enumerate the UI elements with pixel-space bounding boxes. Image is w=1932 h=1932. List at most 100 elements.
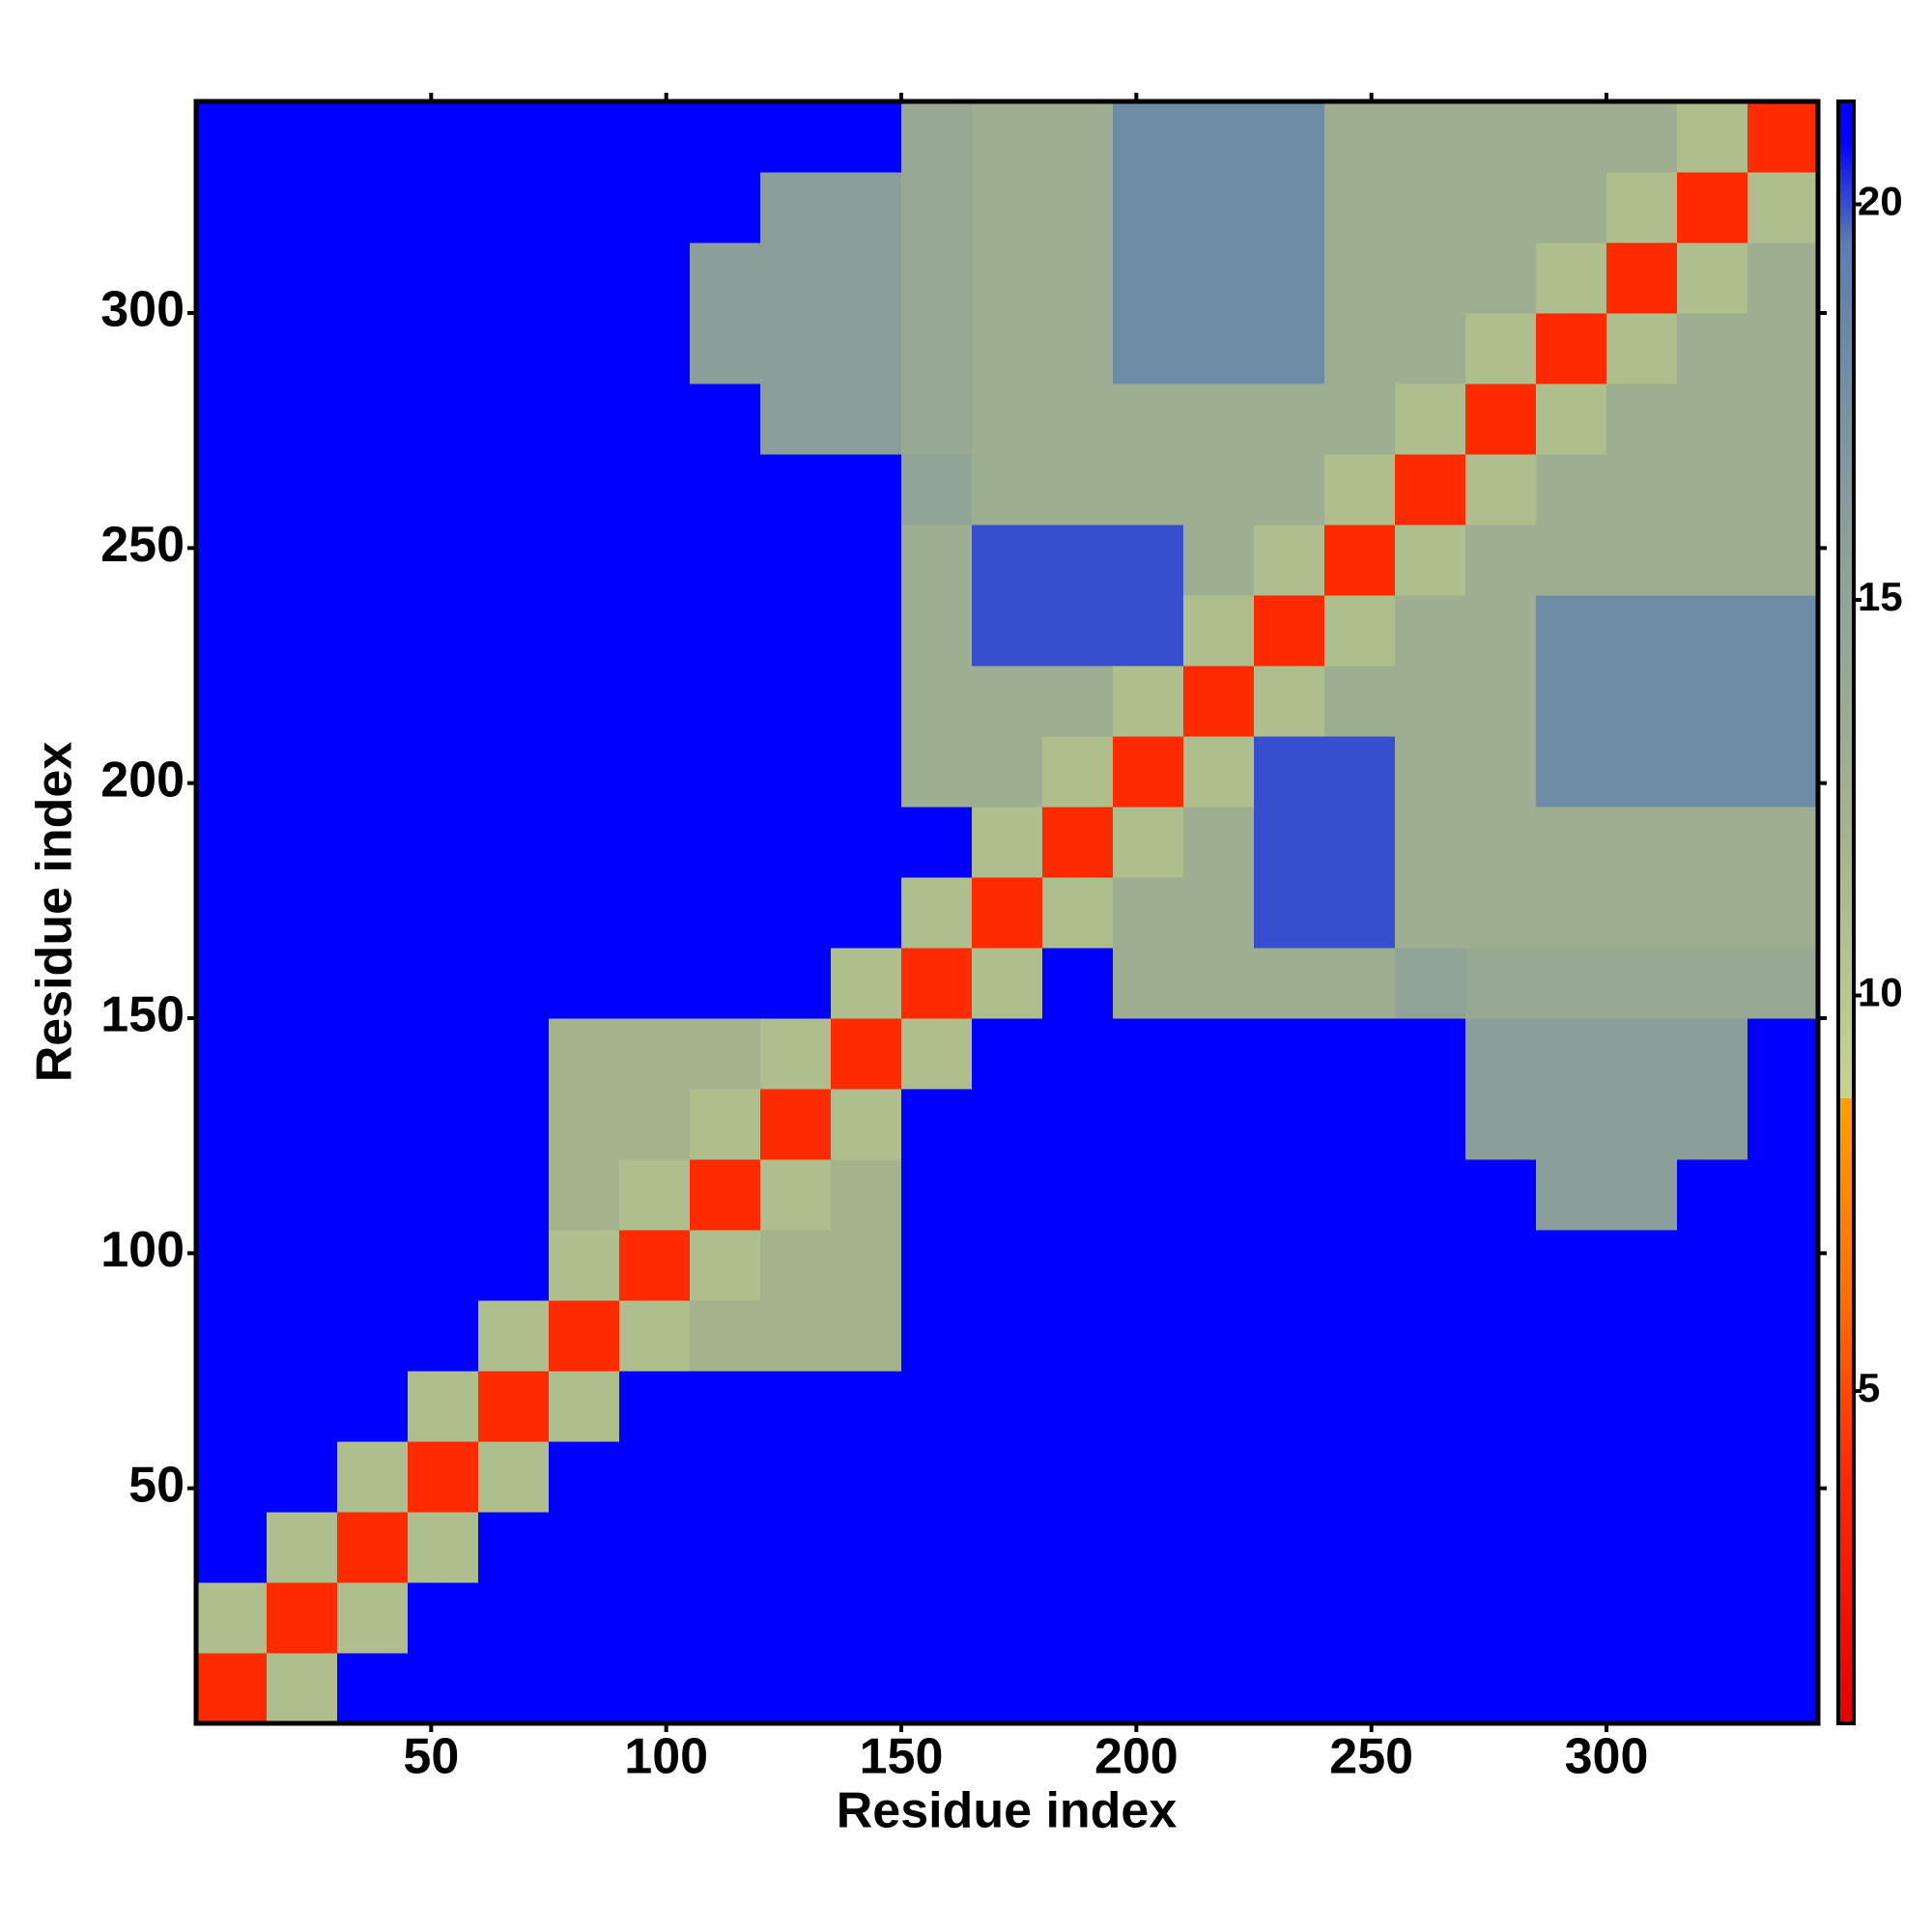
heatmap-cell [619,666,691,737]
heatmap-cell [478,525,550,596]
heatmap-cell [831,242,902,314]
heatmap-cell [1606,1512,1678,1583]
heatmap-cell [1042,948,1114,1019]
heatmap-cell [1606,101,1678,173]
x-tick-label: 200 [1094,1729,1179,1785]
heatmap-cell [619,736,691,808]
heatmap-cell [1113,1018,1184,1090]
heatmap-cell [337,595,409,667]
heatmap-cell [337,313,409,384]
heatmap-cell [1536,172,1607,243]
heatmap-cell [1465,595,1537,667]
heatmap-cell [690,807,761,878]
heatmap-cell [1042,1512,1114,1583]
heatmap-cell [1254,525,1325,596]
heatmap-cell [1395,948,1466,1019]
heatmap-cell [1677,525,1748,596]
heatmap-cell [831,384,902,455]
heatmap-cell [1042,1441,1114,1513]
heatmap-cell [760,454,832,526]
heatmap-cell [1677,454,1748,526]
heatmap-cell [619,525,691,596]
heatmap-cell [1677,595,1748,667]
heatmap-cell [1324,1441,1396,1513]
heatmap-cell [1042,454,1114,526]
heatmap-cell [1113,948,1184,1019]
heatmap-cell [267,242,338,314]
heatmap-cells [196,101,1819,1724]
heatmap-cell [1747,1371,1819,1442]
heatmap-cell [831,1653,902,1724]
heatmap-cell [267,525,338,596]
heatmap-cell [901,1230,973,1301]
heatmap-cell [1747,172,1819,243]
heatmap-cell [196,525,268,596]
heatmap-cell [1747,1159,1819,1231]
heatmap-cell [337,948,409,1019]
heatmap-cell [1677,1018,1748,1090]
heatmap-cell [1747,1018,1819,1090]
heatmap-cell [1183,1371,1255,1442]
y-tick-label: 100 [100,1222,185,1278]
heatmap-cell [267,1653,338,1724]
heatmap-cell [196,666,268,737]
heatmap-cell [408,736,479,808]
heatmap-cell [901,1441,973,1513]
heatmap-cell [549,948,620,1019]
heatmap-cell [760,807,832,878]
heatmap-cell [478,1018,550,1090]
heatmap-cell [1465,877,1537,949]
heatmap-cell [1113,736,1184,808]
heatmap-cell [831,1018,902,1090]
heatmap-cell [1113,1582,1184,1654]
heatmap-cell [1395,1582,1466,1654]
heatmap-cell [1183,313,1255,384]
heatmap-cell [1536,1159,1607,1231]
heatmap-cell [1042,666,1114,737]
colorbar-tick-label: 10 [1858,970,1903,1015]
heatmap-cell [1747,1653,1819,1724]
heatmap-cell [901,1582,973,1654]
heatmap-cell [1183,1230,1255,1301]
heatmap-cell [337,1653,409,1724]
heatmap-cell [408,666,479,737]
heatmap-cell [1536,1653,1607,1724]
heatmap-cell [1183,1018,1255,1090]
heatmap-cell [478,172,550,243]
heatmap-cell [1536,1582,1607,1654]
heatmap-cell [1042,1018,1114,1090]
heatmap-cell [1254,1512,1325,1583]
heatmap-cell [1606,1582,1678,1654]
heatmap-cell [337,1089,409,1160]
heatmap-cell [478,454,550,526]
heatmap-cell [1042,1300,1114,1372]
heatmap-cell [1465,384,1537,455]
heatmap-cell [972,1371,1043,1442]
heatmap-cell [267,1582,338,1654]
heatmap-cell [1677,384,1748,455]
heatmap-cell [1747,877,1819,949]
heatmap-cell [478,1441,550,1513]
heatmap-cell [337,736,409,808]
heatmap-cell [549,1371,620,1442]
heatmap-cell [1677,948,1748,1019]
x-tick-label: 300 [1565,1729,1649,1785]
heatmap-cell [972,172,1043,243]
heatmap-cell [549,666,620,737]
heatmap-cell [1677,172,1748,243]
heatmap-cell [1606,877,1678,949]
heatmap-cell [1042,1159,1114,1231]
heatmap-cell [1677,1230,1748,1301]
heatmap-cell [549,525,620,596]
heatmap-cell [1536,1230,1607,1301]
heatmap-cell [1113,1230,1184,1301]
heatmap-cell [1254,172,1325,243]
heatmap-cell [690,1582,761,1654]
heatmap-cell [972,736,1043,808]
heatmap-cell [1606,807,1678,878]
heatmap-cell [267,1230,338,1301]
heatmap-cell [196,595,268,667]
heatmap-cell [1324,454,1396,526]
heatmap-cell [1113,877,1184,949]
heatmap-cell [549,1512,620,1583]
